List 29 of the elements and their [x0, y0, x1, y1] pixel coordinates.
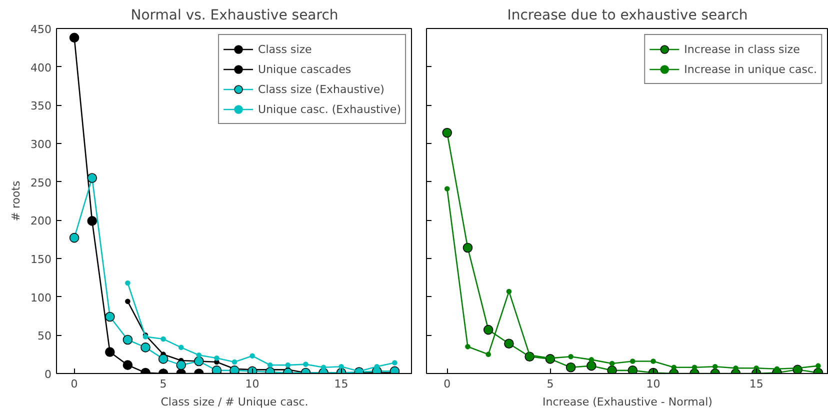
y-tick-label: 100 — [30, 291, 52, 304]
x-axis-title: Increase (Exhaustive - Normal) — [542, 396, 712, 408]
x-tick-label: 5 — [160, 378, 167, 390]
y-tick-label: 0 — [44, 368, 52, 381]
x-tick-label: 15 — [749, 378, 764, 390]
x-tick-label: 15 — [334, 378, 348, 390]
x-tick-label: 10 — [646, 378, 660, 390]
y-tick-label: 400 — [30, 61, 52, 74]
x-tick-label: 5 — [546, 378, 554, 390]
chart-title: Normal vs. Exhaustive search — [130, 8, 338, 24]
x-axis-title: Class size / # Unique casc. — [160, 396, 308, 408]
y-tick-label: 50 — [38, 330, 52, 343]
legend-label: Increase in unique casc. — [684, 62, 817, 76]
y-axis-title: # roots — [10, 180, 23, 222]
legend-label: Increase in class size — [684, 42, 800, 56]
legend-label: Unique cascades — [258, 62, 352, 76]
x-tick-label: 0 — [444, 378, 451, 390]
legend-label: Unique casc. (Exhaustive) — [258, 102, 401, 116]
x-tick-label: 0 — [70, 378, 78, 390]
x-tick-label: 10 — [245, 378, 260, 390]
y-tick-label: 150 — [30, 253, 52, 266]
legend-label: Class size (Exhaustive) — [258, 82, 384, 96]
y-tick-label: 200 — [30, 214, 52, 228]
y-tick-label: 350 — [30, 100, 52, 113]
y-tick-label: 250 — [30, 176, 52, 190]
legend-label: Class size — [258, 42, 312, 56]
y-tick-label: 300 — [30, 138, 52, 151]
y-tick-label: 450 — [30, 23, 52, 36]
chart-title: Increase due to exhaustive search — [507, 8, 748, 24]
